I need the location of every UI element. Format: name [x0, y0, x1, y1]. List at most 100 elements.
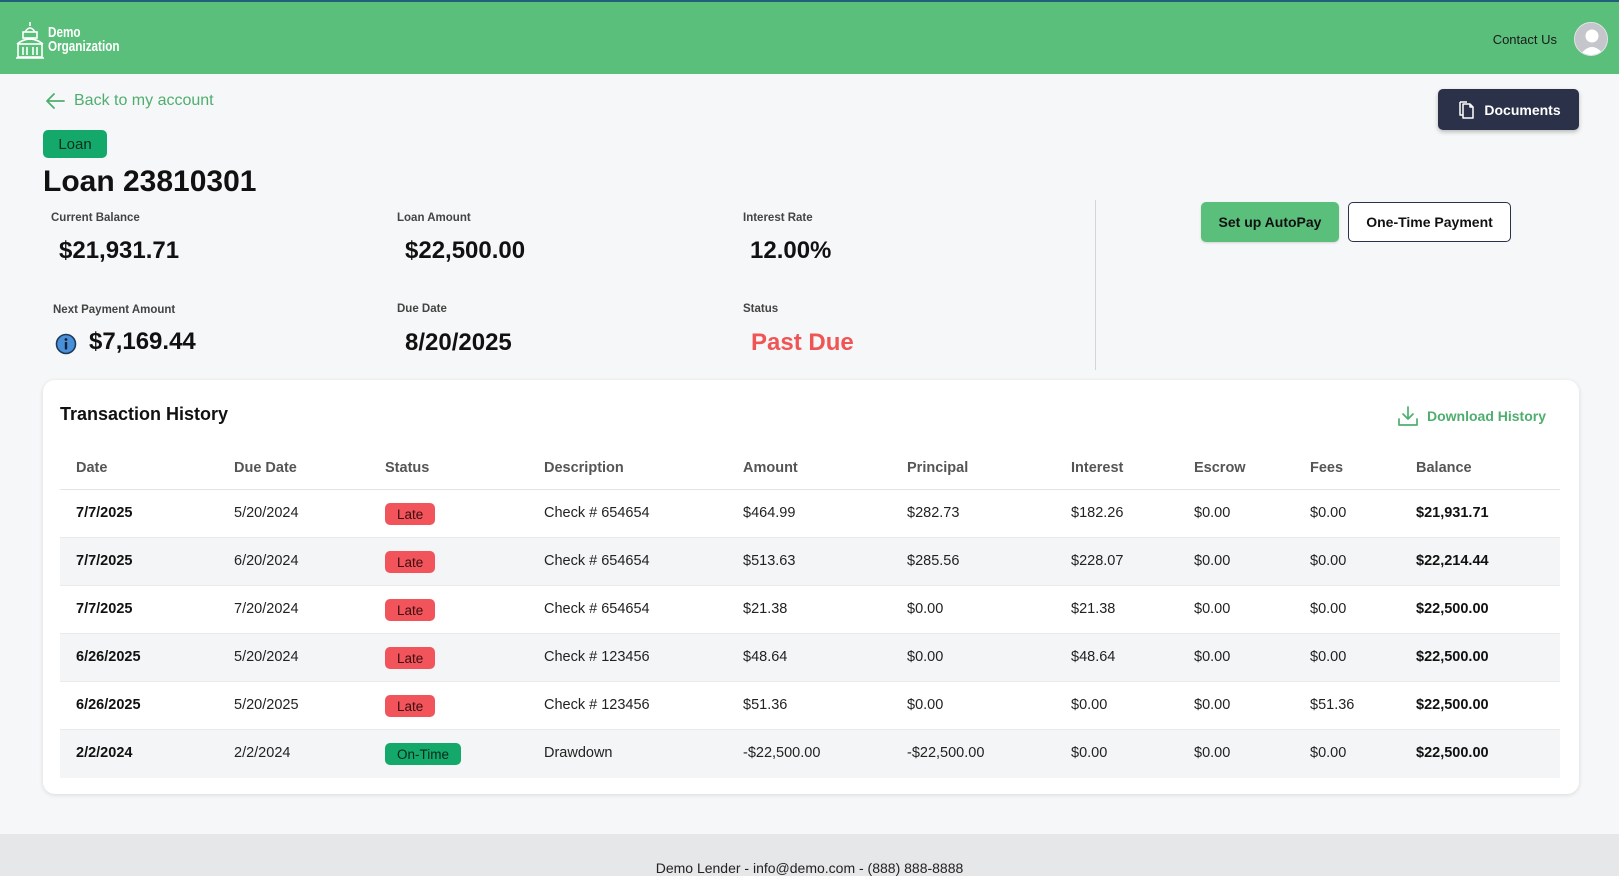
cell-description: Check # 654654	[544, 601, 650, 617]
status-label: Status	[743, 303, 779, 315]
cell-fees: $0.00	[1310, 505, 1347, 521]
loan-status-value: Past Due	[751, 329, 854, 356]
cell-description: Check # 654654	[544, 505, 650, 521]
cell-escrow: $0.00	[1194, 553, 1231, 569]
cell-description: Check # 123456	[544, 697, 650, 713]
cell-fees: $51.36	[1310, 697, 1355, 713]
cell-principal: $0.00	[907, 601, 944, 617]
status-badge: Late	[385, 503, 436, 525]
current-balance-label: Current Balance	[51, 212, 140, 224]
page-title: Loan 23810301	[43, 165, 257, 198]
column-header-description[interactable]: Description	[544, 460, 624, 476]
status-badge: Late	[385, 647, 436, 669]
cell-description: Check # 123456	[544, 649, 650, 665]
organization-logo[interactable]: Demo Organization	[14, 20, 140, 60]
documents-label: Documents	[1484, 101, 1561, 118]
column-header-status[interactable]: Status	[385, 460, 430, 476]
next-payment-value: $7,169.44	[89, 328, 196, 355]
interest-rate-value: 12.00%	[750, 237, 832, 264]
cell-escrow: $0.00	[1194, 505, 1231, 521]
vertical-divider	[1095, 200, 1096, 370]
cell-amount: $51.36	[743, 697, 788, 713]
cell-date: 7/7/2025	[76, 601, 133, 617]
cell-principal: $285.56	[907, 553, 960, 569]
loan-amount-value: $22,500.00	[405, 237, 526, 264]
cell-due-date: 2/2/2024	[234, 745, 291, 761]
cell-balance: $21,931.71	[1416, 505, 1489, 521]
table-row[interactable]: 6/26/2025 5/20/2025 Late Check # 123456 …	[60, 682, 1560, 730]
one-time-payment-button[interactable]: One-Time Payment	[1348, 202, 1511, 242]
logo-line-2: Organization	[48, 38, 120, 55]
table-row[interactable]: 7/7/2025 7/20/2024 Late Check # 654654 $…	[60, 586, 1560, 634]
column-header-due-date[interactable]: Due Date	[234, 460, 297, 476]
cell-date: 2/2/2024	[76, 745, 133, 761]
status-badge: Late	[385, 695, 436, 717]
cell-due-date: 5/20/2025	[234, 697, 299, 713]
cell-date: 7/7/2025	[76, 505, 133, 521]
loan-type-badge: Loan	[43, 130, 107, 158]
cell-balance: $22,500.00	[1416, 697, 1489, 713]
due-date-label: Due Date	[397, 303, 447, 315]
logo-line-1: Demo	[48, 24, 81, 41]
cell-due-date: 5/20/2024	[234, 505, 299, 521]
cell-due-date: 6/20/2024	[234, 553, 299, 569]
documents-icon	[1459, 100, 1475, 119]
cell-description: Check # 654654	[544, 553, 650, 569]
table-row[interactable]: 7/7/2025 5/20/2024 Late Check # 654654 $…	[60, 490, 1560, 538]
setup-autopay-button[interactable]: Set up AutoPay	[1201, 202, 1339, 242]
table-header: Date Due Date Status Description Amount …	[60, 448, 1560, 490]
cell-interest: $0.00	[1071, 745, 1108, 761]
cell-principal: -$22,500.00	[907, 745, 985, 761]
column-header-amount[interactable]: Amount	[743, 460, 798, 476]
user-avatar-icon	[1575, 23, 1607, 55]
building-logo-icon	[16, 22, 44, 59]
cell-date: 6/26/2025	[76, 697, 141, 713]
table-row[interactable]: 6/26/2025 5/20/2024 Late Check # 123456 …	[60, 634, 1560, 682]
next-payment-label: Next Payment Amount	[53, 304, 176, 316]
column-header-escrow[interactable]: Escrow	[1194, 460, 1246, 476]
cell-interest: $21.38	[1071, 601, 1116, 617]
back-link-label: Back to my account	[74, 92, 214, 109]
column-header-interest[interactable]: Interest	[1071, 460, 1124, 476]
cell-due-date: 7/20/2024	[234, 601, 299, 617]
cell-escrow: $0.00	[1194, 601, 1231, 617]
cell-description: Drawdown	[544, 745, 613, 761]
documents-button[interactable]: Documents	[1438, 89, 1579, 130]
transaction-history-card: Transaction History Download History Dat…	[43, 380, 1579, 794]
column-header-principal[interactable]: Principal	[907, 460, 969, 476]
cell-escrow: $0.00	[1194, 745, 1231, 761]
info-icon[interactable]	[55, 333, 77, 355]
interest-rate-label: Interest Rate	[743, 212, 813, 224]
column-header-date[interactable]: Date	[76, 460, 108, 476]
status-badge: On-Time	[385, 743, 462, 765]
cell-due-date: 5/20/2024	[234, 649, 299, 665]
back-to-account-link[interactable]: Back to my account	[44, 90, 214, 112]
user-avatar[interactable]	[1574, 22, 1608, 56]
download-history-label: Download History	[1426, 408, 1546, 424]
cell-principal: $0.00	[907, 697, 944, 713]
status-badge: Late	[385, 599, 436, 621]
cell-interest: $48.64	[1071, 649, 1116, 665]
cell-amount: -$22,500.00	[743, 745, 821, 761]
cell-amount: $48.64	[743, 649, 788, 665]
cell-fees: $0.00	[1310, 601, 1347, 617]
cell-interest: $0.00	[1071, 697, 1108, 713]
download-icon	[1398, 406, 1418, 426]
cell-interest: $228.07	[1071, 553, 1124, 569]
column-header-fees[interactable]: Fees	[1310, 460, 1344, 476]
cell-amount: $513.63	[743, 553, 796, 569]
table-row[interactable]: 7/7/2025 6/20/2024 Late Check # 654654 $…	[60, 538, 1560, 586]
column-header-balance[interactable]: Balance	[1416, 460, 1472, 476]
cell-fees: $0.00	[1310, 553, 1347, 569]
cell-principal: $0.00	[907, 649, 944, 665]
download-history-button[interactable]: Download History	[1397, 405, 1546, 427]
cell-balance: $22,500.00	[1416, 601, 1489, 617]
table-row[interactable]: 2/2/2024 2/2/2024 On-Time Drawdown -$22,…	[60, 730, 1560, 778]
loan-amount-label: Loan Amount	[397, 212, 471, 224]
cell-amount: $464.99	[743, 505, 796, 521]
cell-principal: $282.73	[907, 505, 960, 521]
cell-escrow: $0.00	[1194, 649, 1231, 665]
contact-us-link[interactable]: Contact Us	[1492, 32, 1557, 47]
status-badge: Late	[385, 551, 436, 573]
transaction-history-title: Transaction History	[60, 404, 229, 424]
